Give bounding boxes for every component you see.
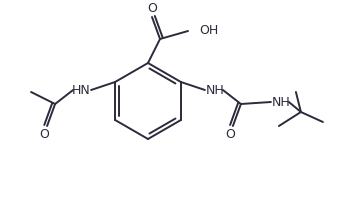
Text: O: O (147, 2, 157, 16)
Text: HN: HN (72, 83, 90, 97)
Text: OH: OH (199, 23, 218, 37)
Text: NH: NH (272, 95, 290, 108)
Text: O: O (39, 127, 49, 141)
Text: NH: NH (206, 83, 224, 97)
Text: O: O (225, 127, 235, 141)
